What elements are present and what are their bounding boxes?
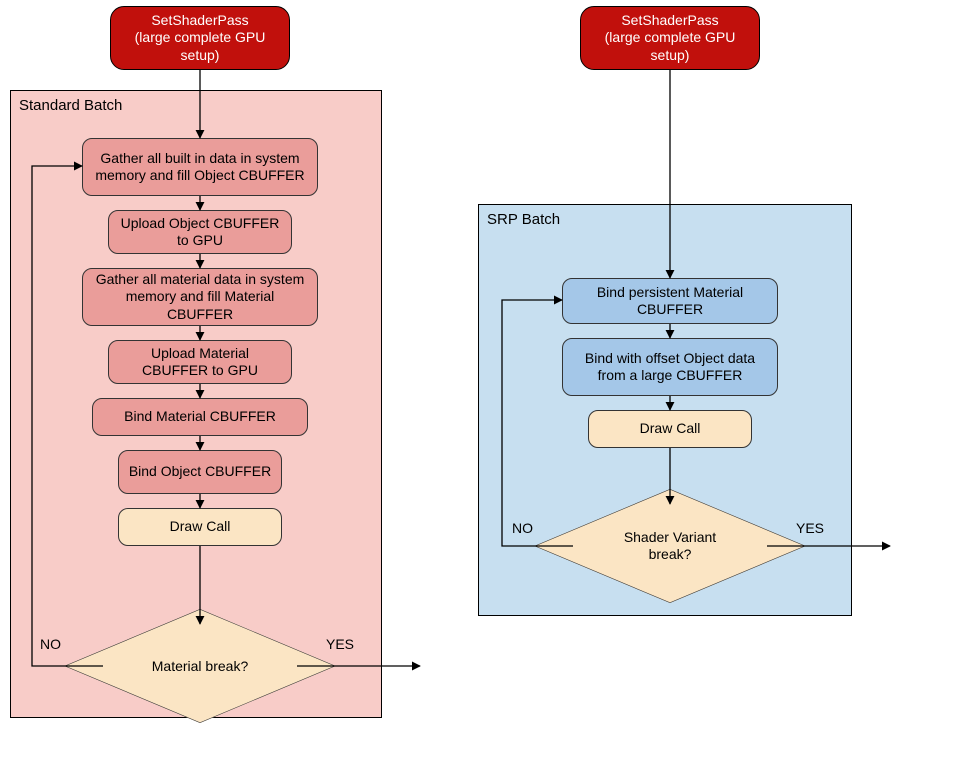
left-decision-text: Material break? — [104, 570, 296, 762]
left-node-gather-material-text: Gather all material data in system memor… — [91, 271, 309, 324]
left-node-bind-material: Bind Material CBUFFER — [92, 398, 308, 436]
left-node-upload-object-text: Upload Object CBUFFER to GPU — [117, 215, 283, 250]
left-node-gather-object: Gather all built in data in system memor… — [82, 138, 318, 196]
right-node-draw-call-text: Draw Call — [640, 420, 701, 438]
left-node-gather-material: Gather all material data in system memor… — [82, 268, 318, 326]
right-no-label: NO — [512, 520, 533, 536]
left-node-bind-object: Bind Object CBUFFER — [118, 450, 282, 494]
right-yes-label: YES — [796, 520, 824, 536]
right-node-bind-object-offset-text: Bind with offset Object data from a larg… — [571, 350, 769, 385]
left-start-node: SetShaderPass (large complete GPU setup) — [110, 6, 290, 70]
right-decision-text: Shader Variant break? — [605, 529, 735, 563]
right-decision: Shader Variant break? — [574, 450, 766, 642]
left-node-upload-object: Upload Object CBUFFER to GPU — [108, 210, 292, 254]
left-no-label: NO — [40, 636, 61, 652]
right-node-bind-material: Bind persistent Material CBUFFER — [562, 278, 778, 324]
left-node-gather-object-text: Gather all built in data in system memor… — [91, 150, 309, 185]
left-node-draw-call-text: Draw Call — [170, 518, 231, 536]
right-start-text: SetShaderPass (large complete GPU setup) — [587, 12, 753, 65]
srp-batch-label: SRP Batch — [487, 211, 560, 228]
left-node-upload-material-text: Upload Material CBUFFER to GPU — [117, 345, 283, 380]
right-node-bind-material-text: Bind persistent Material CBUFFER — [571, 284, 769, 319]
left-start-text: SetShaderPass (large complete GPU setup) — [117, 12, 283, 65]
left-node-bind-material-text: Bind Material CBUFFER — [124, 408, 276, 426]
right-node-bind-object-offset: Bind with offset Object data from a larg… — [562, 338, 778, 396]
right-start-node: SetShaderPass (large complete GPU setup) — [580, 6, 760, 70]
left-node-upload-material: Upload Material CBUFFER to GPU — [108, 340, 292, 384]
left-decision: Material break? — [104, 570, 296, 762]
standard-batch-label: Standard Batch — [19, 97, 122, 114]
left-node-bind-object-text: Bind Object CBUFFER — [129, 463, 271, 481]
left-node-draw-call: Draw Call — [118, 508, 282, 546]
left-yes-label: YES — [326, 636, 354, 652]
right-node-draw-call: Draw Call — [588, 410, 752, 448]
